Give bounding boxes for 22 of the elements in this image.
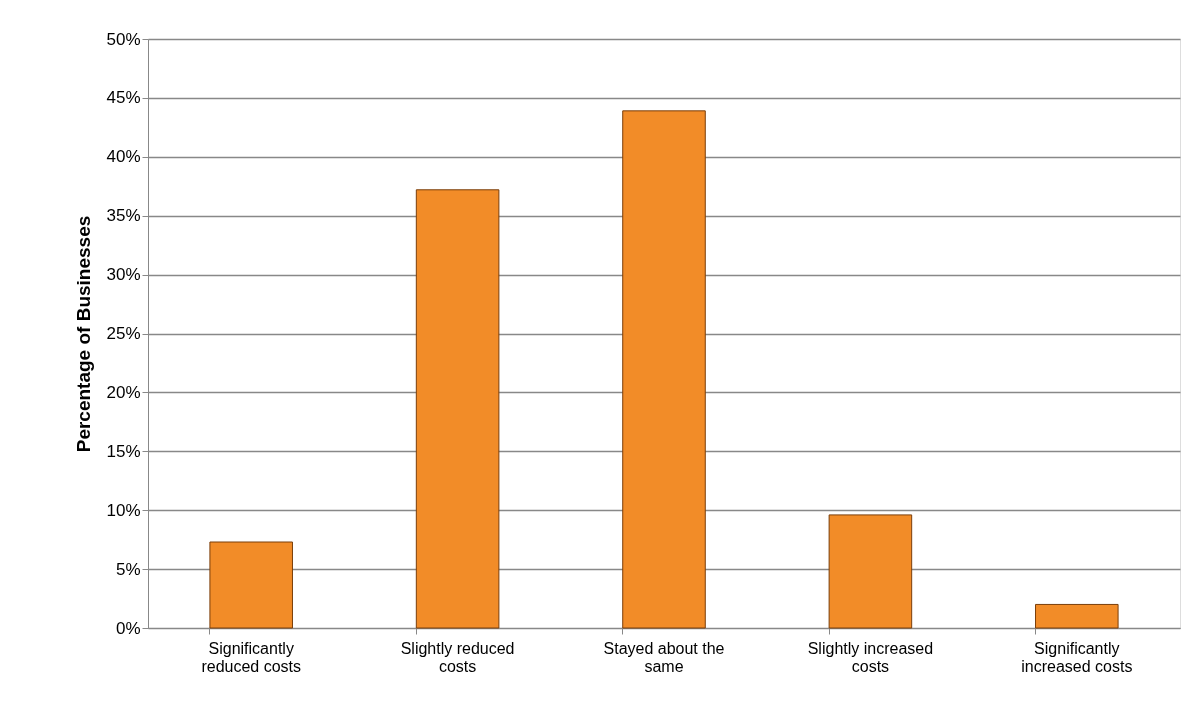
y-tick-label: 10% [106,500,141,520]
y-tick-label: 20% [106,382,141,402]
x-tick-label: Stayed about the same [603,639,725,675]
bar [622,110,706,629]
y-tick-label: 0% [115,618,141,638]
y-tick-label: 45% [106,88,141,108]
y-tick-label: 50% [106,29,141,49]
y-tick-label: 5% [115,559,141,579]
bar [209,541,293,629]
bar [415,189,500,629]
x-tick-label: Significantly increased costs [1021,639,1133,675]
bar [828,514,913,629]
y-tick-label: 40% [106,147,141,167]
y-tick-label: 15% [106,441,141,461]
x-tick-label: Significantly reduced costs [201,639,301,675]
y-tick-label: 30% [106,265,141,285]
x-tick-label: Slightly increased costs [807,639,934,675]
y-axis-title: Percentage of Businesses [73,215,95,453]
x-tick-label: Slightly reduced costs [400,639,515,675]
y-tick-label: 35% [106,206,141,226]
bar [1035,603,1119,629]
y-tick-label: 25% [106,324,141,343]
